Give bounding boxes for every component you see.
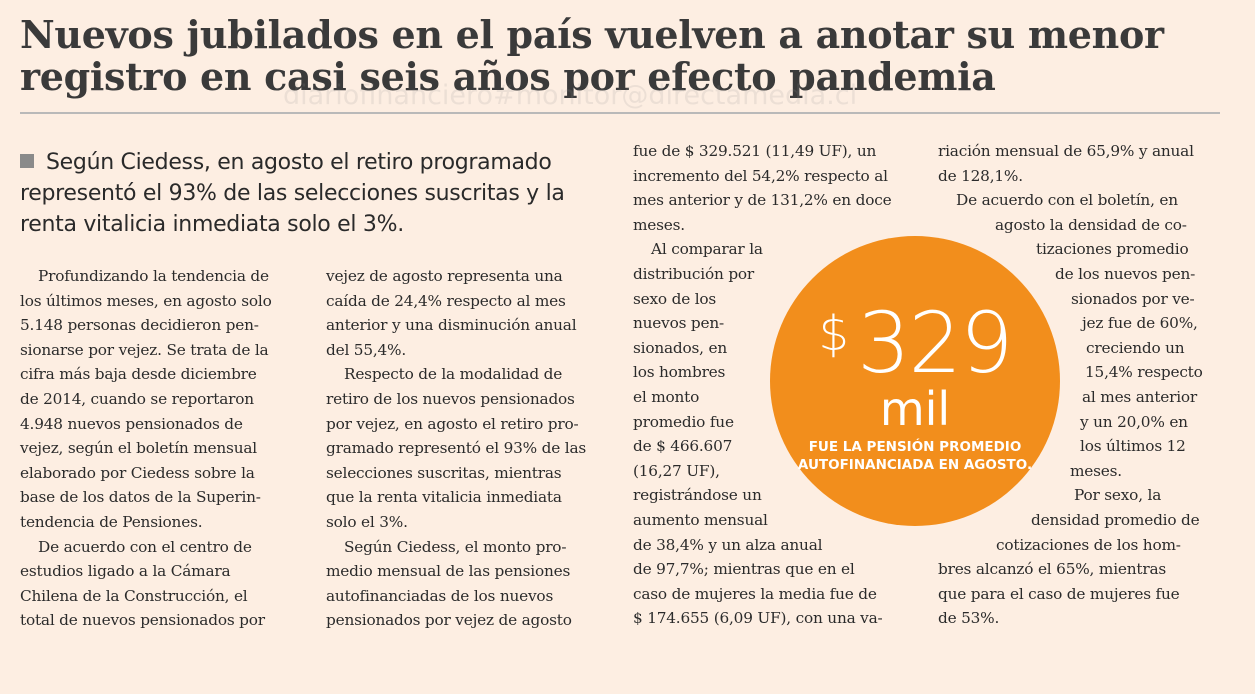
text-line: riación mensual de 65,9% y anual [938, 142, 1194, 160]
text-line: jez fue de 60%, [1082, 314, 1198, 333]
text-line: distribución por [633, 264, 755, 283]
headline: Nuevos jubilados en el país vuelven a an… [20, 14, 1220, 98]
pension-callout-circle: $329 mil FUE LA PENSIÓN PROMEDIO AUTOFIN… [770, 236, 1060, 526]
text-line: 5.148 personas decidieron pen- [20, 316, 259, 335]
text-line: de 2014, cuando se reportaron [20, 389, 254, 408]
text-line: fue de $ 329.521 (11,49 UF), un [633, 142, 877, 160]
text-line: de los nuevos pen- [1055, 264, 1196, 283]
text-line: De acuerdo con el centro de [38, 537, 252, 556]
text-line: vejez, según el boletín mensual [20, 439, 257, 458]
text-line: de 38,4% y un alza anual [633, 535, 823, 554]
text-line: Chilena de la Construcción, el [20, 586, 248, 605]
text-line: sionados, en [633, 338, 728, 357]
text-line: que la renta vitalicia inmediata [326, 488, 562, 507]
article-column-3: fue de $ 329.521 (11,49 UF), un incremen… [633, 139, 892, 631]
text-line: cifra más baja desde diciembre [20, 365, 257, 384]
text-line: meses. [633, 215, 685, 234]
text-line: del 55,4%. [326, 340, 407, 359]
text-line: $ 174.655 (6,09 UF), con una va- [633, 609, 883, 628]
text-line: retiro de los nuevos pensionados [326, 389, 575, 408]
lead-line: renta vitalicia inmediata solo el 3%. [20, 212, 404, 237]
text-line: tendencia de Pensiones. [20, 512, 203, 531]
text-line: Respecto de la modalidad de [344, 365, 563, 384]
text-line: total de nuevos pensionados por [20, 611, 265, 630]
headline-divider [20, 112, 1220, 114]
text-line: medio mensual de las pensiones [326, 562, 571, 581]
text-line: los hombres [633, 363, 726, 382]
text-line: solo el 3%. [326, 512, 408, 531]
text-line: gramado representó el 93% de las [326, 439, 587, 458]
text-line: base de los datos de la Superin- [20, 488, 261, 507]
text-line: registrándose un [633, 486, 762, 505]
text-line: Según Ciedess, el monto pro- [344, 537, 567, 556]
callout-caption-line-2: AUTOFINANCIADA EN AGOSTO. [797, 457, 1033, 473]
text-line: elaborado por Ciedess sobre la [20, 463, 255, 482]
text-line: caso de mujeres la media fue de [633, 584, 877, 603]
text-line: cotizaciones de los hom- [996, 535, 1181, 554]
text-line: Profundizando la tendencia de [38, 267, 269, 285]
bullet-square-icon [20, 154, 34, 168]
article-column-1: Profundizando la tendencia de los último… [20, 264, 272, 633]
text-line: al mes anterior [1082, 387, 1198, 406]
text-line: pensionados por vejez de agosto [326, 611, 572, 630]
callout-unit: mil [879, 382, 951, 436]
callout-amount: $329 [770, 294, 1060, 392]
headline-line-2: registro en casi seis años por efecto pa… [20, 54, 996, 99]
text-line: sionados por ve- [1071, 289, 1195, 308]
text-line: de $ 466.607 [633, 437, 733, 456]
text-line: agosto la densidad de co- [995, 215, 1187, 234]
lead-line: representó el 93% de las selecciones sus… [20, 181, 565, 206]
text-line: vejez de agosto representa una [326, 267, 563, 285]
text-line: estudios ligado a la Cámara [20, 562, 231, 581]
text-line: selecciones suscritas, mientras [326, 463, 562, 482]
text-line: densidad promedio de [1031, 510, 1200, 529]
lead-line: Según Ciedess, en agosto el retiro progr… [46, 150, 552, 175]
headline-line-1: Nuevos jubilados en el país vuelven a an… [20, 12, 1164, 57]
text-line: creciendo un [1086, 338, 1185, 357]
text-line: 15,4% respecto [1085, 363, 1203, 382]
text-line: de 128,1%. [938, 166, 1023, 185]
text-line: sexo de los [633, 289, 717, 308]
lead-summary: Según Ciedess, en agosto el retiro progr… [20, 147, 610, 240]
text-line: caída de 24,4% respecto al mes [326, 291, 566, 310]
text-line: y un 20,0% en [1080, 412, 1188, 431]
text-line: autofinanciadas de los nuevos [326, 586, 554, 605]
text-line: bres alcanzó el 65%, mientras [938, 560, 1167, 579]
text-line: tizaciones promedio [1036, 240, 1189, 259]
text-line: por vejez, en agosto el retiro pro- [326, 414, 579, 433]
text-line: el monto [633, 387, 700, 406]
article-column-2: vejez de agosto representa una caída de … [326, 264, 586, 633]
text-line: aumento mensual [633, 510, 768, 529]
text-line: Al comparar la [651, 240, 763, 259]
text-line: 4.948 nuevos pensionados de [20, 414, 243, 433]
text-line: promedio fue [633, 412, 734, 431]
text-line: meses. [1070, 461, 1122, 480]
callout-caption-line-1: FUE LA PENSIÓN PROMEDIO [808, 439, 1022, 455]
text-line: De acuerdo con el boletín, en [956, 191, 1178, 210]
text-line: de 53%. [938, 609, 1000, 628]
text-line: sionarse por vejez. Se trata de la [20, 340, 269, 359]
watermark: diariofinanciero#monitor@directamedia.cl [283, 80, 858, 111]
text-line: (16,27 UF), [633, 461, 720, 480]
text-line: los últimos 12 [1080, 437, 1186, 456]
text-line: incremento del 54,2% respecto al [633, 166, 888, 185]
text-line: anterior y una disminución anual [326, 316, 577, 335]
text-line: Por sexo, la [1074, 486, 1162, 505]
article-column-4: riación mensual de 65,9% y anual de 128,… [938, 139, 1203, 631]
text-line: nuevos pen- [633, 314, 724, 333]
text-line: mes anterior y de 131,2% en doce [633, 191, 892, 210]
callout-currency: $ [818, 306, 850, 362]
text-line: de 97,7%; mientras que en el [633, 560, 855, 579]
text-line: los últimos meses, en agosto solo [20, 291, 272, 310]
callout-caption: FUE LA PENSIÓN PROMEDIO AUTOFINANCIADA E… [770, 438, 1060, 474]
callout-number: 329 [857, 294, 1013, 392]
text-line: que para el caso de mujeres fue [938, 584, 1180, 603]
